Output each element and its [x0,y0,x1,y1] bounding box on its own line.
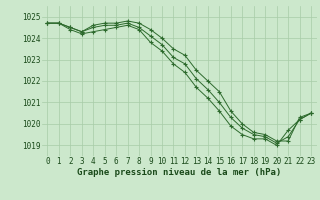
X-axis label: Graphe pression niveau de la mer (hPa): Graphe pression niveau de la mer (hPa) [77,168,281,177]
